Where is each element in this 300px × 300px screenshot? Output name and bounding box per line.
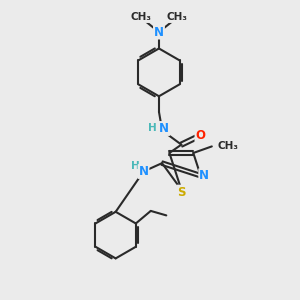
Text: CH₃: CH₃ xyxy=(130,12,152,22)
Text: H: H xyxy=(148,123,157,133)
Text: CH₃: CH₃ xyxy=(167,12,188,22)
Text: N: N xyxy=(154,26,164,38)
Text: CH₃: CH₃ xyxy=(218,141,239,151)
Text: O: O xyxy=(196,129,206,142)
Text: N: N xyxy=(199,169,209,182)
Text: S: S xyxy=(177,186,186,199)
Text: H: H xyxy=(131,161,140,171)
Text: N: N xyxy=(159,122,169,135)
Text: N: N xyxy=(139,165,148,178)
